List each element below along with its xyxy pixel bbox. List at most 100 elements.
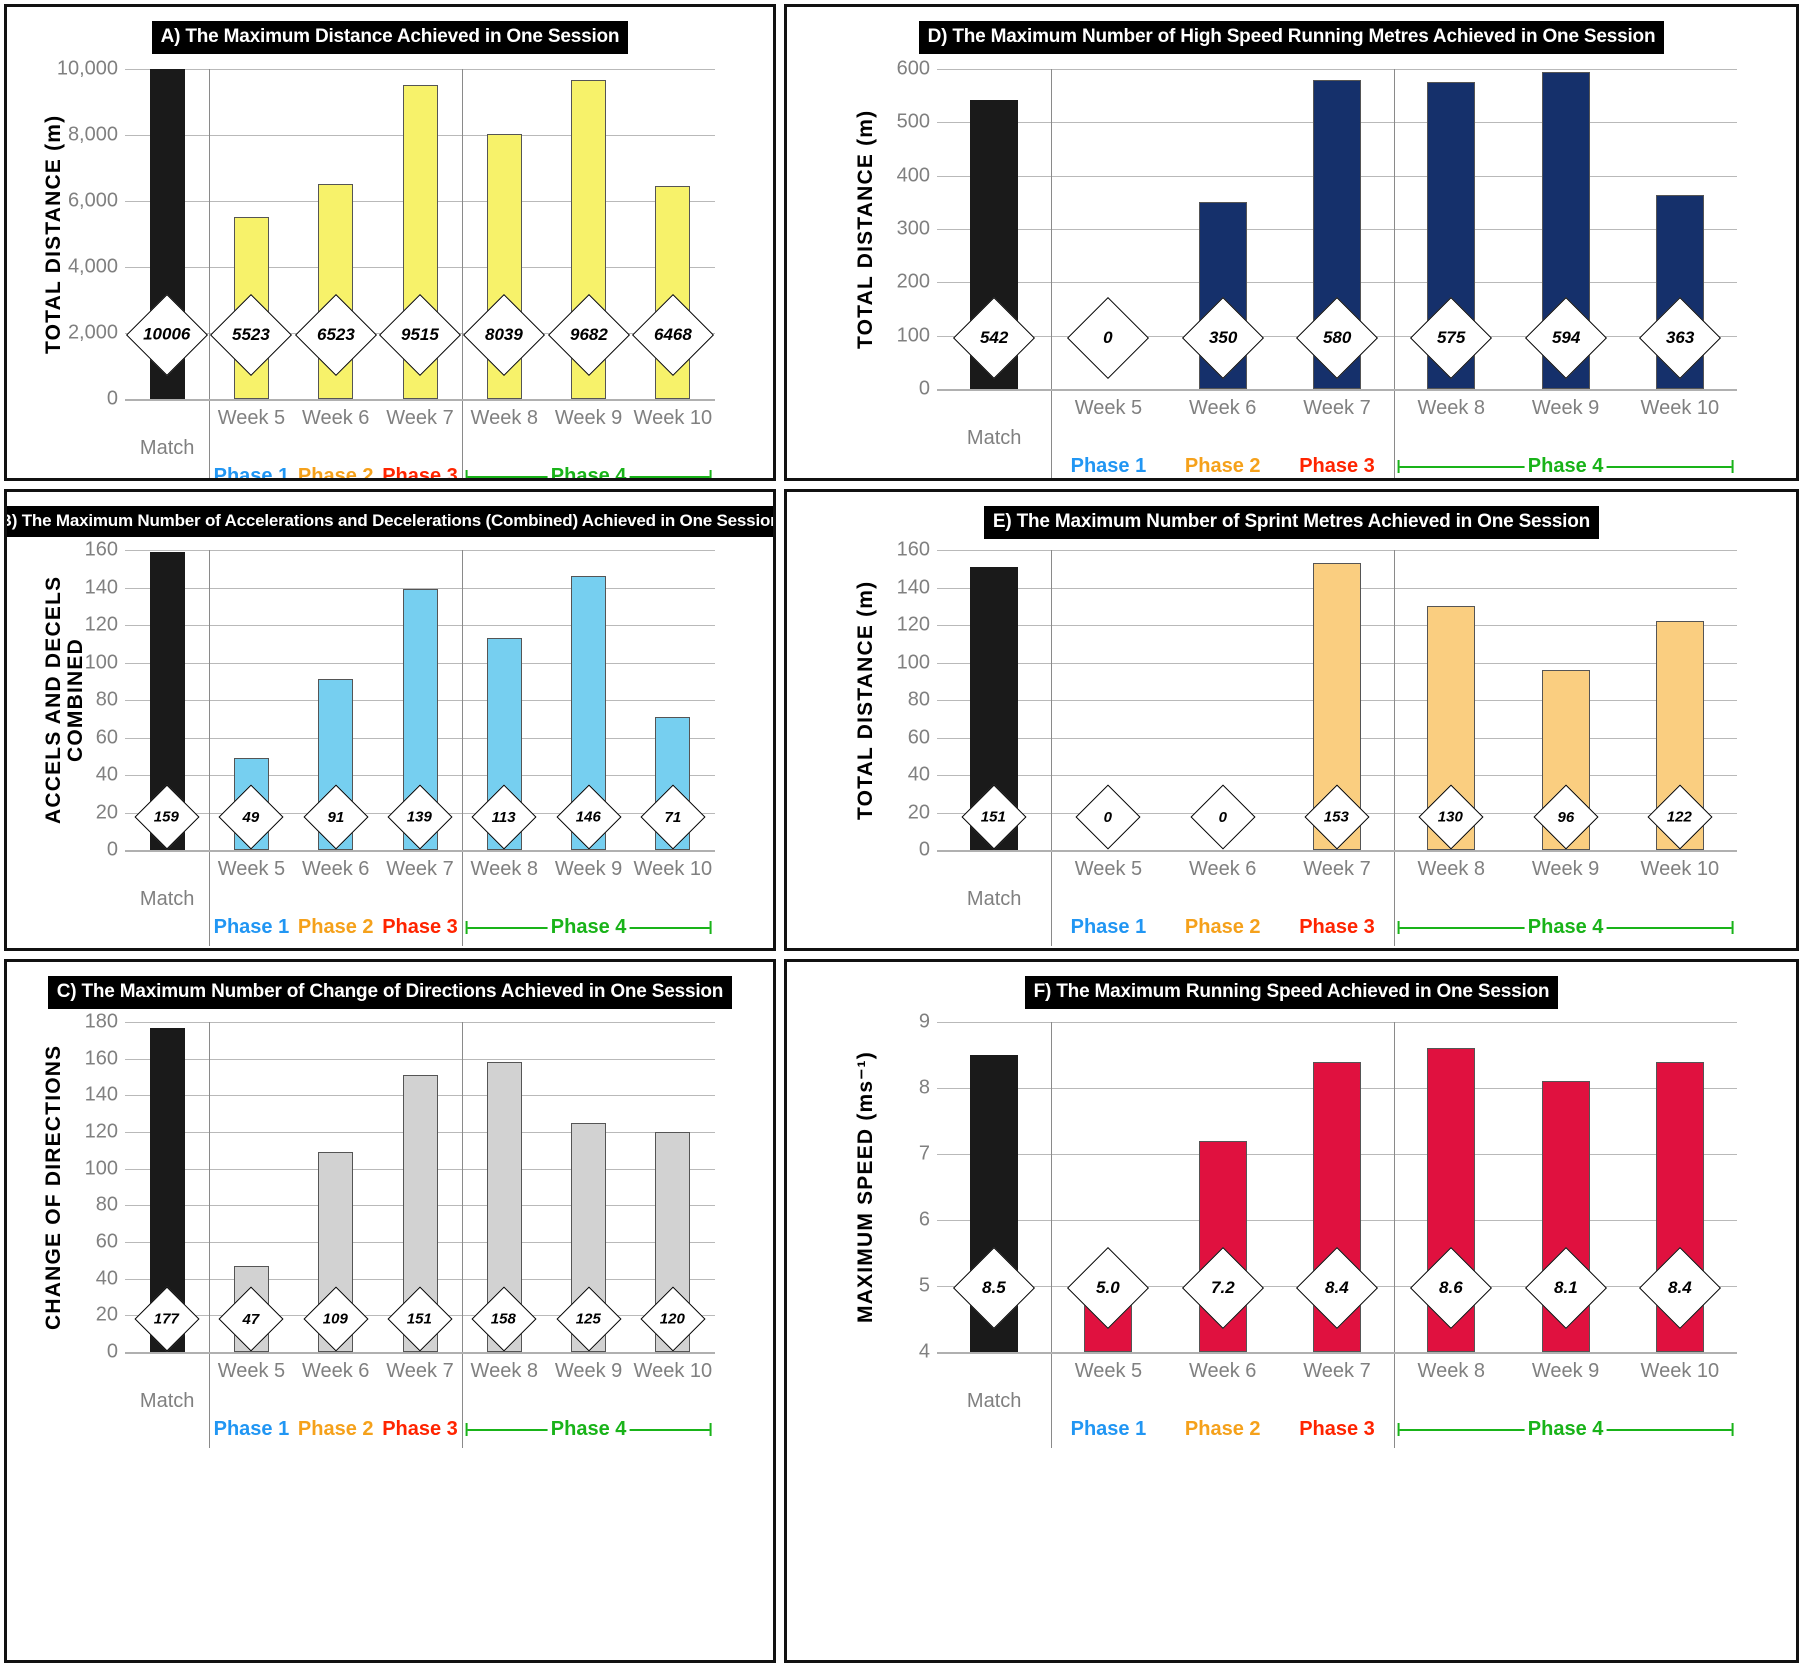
phase4-right-line — [629, 475, 710, 478]
y-tick-label: 120 — [84, 613, 118, 636]
x-tick-label-week-10: Week 10 — [633, 407, 713, 429]
x-tick-label-week-9: Week 9 — [1531, 858, 1600, 880]
phase-label-4: Phase 4 — [465, 1418, 712, 1441]
x-axis-line — [125, 399, 715, 401]
plot-area: TOTAL DISTANCE (m) 0 2,000 4,000 6,000 8,000 1… — [7, 7, 773, 478]
phase-label-3: Phase 3 — [1299, 1418, 1375, 1440]
group-separator — [1394, 1022, 1396, 1448]
phase-label-4: Phase 4 — [1397, 1418, 1734, 1441]
group-separator — [462, 69, 464, 478]
x-tick-label-week-7: Week 7 — [1303, 397, 1371, 419]
x-tick-label-week-8: Week 8 — [1417, 1360, 1486, 1382]
panel-title-wrap: F) The Maximum Running Speed Achieved in… — [787, 962, 1796, 1009]
bar-value-text: 113 — [492, 807, 517, 825]
chart-plot: 0 2,000 4,000 6,000 8,000 10,000 10006 5523 6523… — [57, 58, 715, 478]
y-tick-label: 120 — [84, 1120, 118, 1143]
phase-label-group: Phase 1 Phase 2 Phase 3 Phase 4 — [125, 465, 715, 481]
gridline — [125, 587, 715, 589]
x-tick-label-week-10: Week 10 — [633, 858, 713, 880]
bar-value-label: 47 — [218, 1286, 284, 1352]
phase-label-2: Phase 2 — [297, 465, 374, 481]
y-tick-label: 500 — [896, 110, 930, 133]
x-tick-label-match: Match — [966, 427, 1022, 449]
phase-label-4: Phase 4 — [465, 916, 712, 939]
y-tick-label: 9 — [918, 1010, 930, 1033]
y-tick-label: 0 — [106, 387, 118, 410]
bar-value-text: 575 — [1437, 327, 1466, 347]
bar-value-text: 10006 — [143, 325, 191, 344]
y-tick-label: 120 — [896, 613, 930, 636]
bar-value-text: 9682 — [569, 324, 608, 344]
x-tick-label-week-6: Week 6 — [1188, 858, 1257, 880]
bar-value-label: 5523 — [210, 293, 293, 377]
y-tick-label: 60 — [907, 726, 930, 748]
phase4-left-line — [1399, 926, 1525, 929]
phase4-left-line — [1399, 1428, 1525, 1431]
y-tick-label: 140 — [896, 576, 930, 598]
y-tick-label: 10,000 — [56, 57, 118, 80]
y-tick-label: 20 — [95, 801, 118, 823]
phase4-text: Phase 4 — [1527, 455, 1604, 477]
x-tick-group: Match Week 5 Week 6 Week 7 Week 8 Week 9 Week … — [937, 858, 1737, 918]
phase4-right-line — [629, 926, 710, 929]
x-tick-group: Match Week 5 Week 6 Week 7 Week 8 Week 9 Week … — [125, 407, 715, 467]
panel-title-wrap: B) The Maximum Number of Accelerations a… — [7, 492, 773, 537]
bar-value-text: 49 — [243, 808, 260, 825]
y-tick-label: 100 — [84, 651, 118, 673]
bar-value-label: 109 — [303, 1286, 369, 1352]
x-tick-label-week-10: Week 10 — [1640, 858, 1720, 880]
x-tick-label-week-9: Week 9 — [554, 407, 623, 429]
bar-value-text: 0 — [1218, 808, 1227, 825]
x-axis-line — [937, 389, 1737, 391]
x-tick-label-week-7: Week 7 — [386, 858, 454, 880]
bar-value-label: 49 — [218, 783, 284, 850]
phase4-right-cap — [1732, 921, 1734, 934]
phase4-left-line — [467, 475, 548, 478]
gridline — [125, 1058, 715, 1060]
bar-value-text: 8.5 — [982, 1277, 1006, 1297]
phase-label-3: Phase 3 — [1299, 916, 1375, 938]
bar-value-label: 8.4 — [1638, 1246, 1721, 1330]
bar-value-label: 158 — [471, 1286, 537, 1352]
y-tick-label: 400 — [896, 164, 930, 187]
x-tick-label-week-5: Week 5 — [217, 1360, 286, 1382]
y-tick-label: 160 — [84, 1047, 118, 1070]
panel-title: D) The Maximum Number of High Speed Runn… — [918, 21, 1665, 54]
x-tick-label-week-9: Week 9 — [1531, 397, 1600, 419]
bar-value-text: 139 — [407, 808, 433, 825]
phase4-right-cap — [710, 470, 712, 478]
bar-week — [1198, 1140, 1247, 1352]
bar-value-label: 8.5 — [953, 1246, 1036, 1330]
bar-value-label: 8.1 — [1524, 1246, 1607, 1330]
bar-value-text: 159 — [154, 808, 180, 825]
x-tick-label-week-8: Week 8 — [1417, 397, 1486, 419]
chart-plot: 0 20 40 60 80 100 120 140 160 151 0 0 153 130 96 122 Mat… — [897, 539, 1737, 946]
bar-value-label: 159 — [134, 783, 200, 850]
bar-value-text: 542 — [979, 327, 1009, 347]
phase-label-4: Phase 4 — [1397, 916, 1734, 939]
x-axis-line — [125, 1352, 715, 1354]
plot-area: TOTAL DISTANCE (m) 0 20 40 60 80 100 120 140 160 1… — [787, 492, 1796, 948]
x-tick-label-match: Match — [139, 888, 195, 910]
group-separator — [462, 550, 464, 946]
bar-value-label: 7.2 — [1181, 1246, 1264, 1330]
x-axis-line — [125, 850, 715, 852]
y-tick-label: 8 — [918, 1076, 930, 1099]
bar-value-label: 594 — [1524, 296, 1607, 379]
bar-value-text: 8.6 — [1439, 1277, 1464, 1297]
panel-C: C) The Maximum Number of Change of Direc… — [4, 959, 776, 1663]
panel-E: E) The Maximum Number of Sprint Metres A… — [784, 489, 1799, 951]
phase-label-2: Phase 2 — [1184, 455, 1261, 477]
chart-plot: 4 5 6 7 8 9 8.5 5.0 7.2 8.4 8.6 8.1 8.4 Match Week 5 We… — [919, 1011, 1737, 1448]
x-tick-label-week-7: Week 7 — [1303, 858, 1371, 880]
y-tick-label: 0 — [106, 838, 118, 861]
plot-area: TOTAL DISTANCE (m) 0 100 200 300 400 500 600 542… — [787, 7, 1796, 478]
phase-label-2: Phase 2 — [297, 916, 374, 938]
plot-area: ACCELS AND DECELS COMBINED 0 20 40 60 80 100 12… — [7, 492, 773, 948]
panel-title-wrap: E) The Maximum Number of Sprint Metres A… — [787, 492, 1796, 539]
bar-value-text: 8.4 — [1668, 1277, 1692, 1297]
phase-label-group: Phase 1 Phase 2 Phase 3 Phase 4 — [937, 455, 1737, 478]
panel-F: F) The Maximum Running Speed Achieved in… — [784, 959, 1799, 1663]
phase4-right-cap — [710, 1423, 712, 1436]
gridline — [125, 550, 715, 551]
